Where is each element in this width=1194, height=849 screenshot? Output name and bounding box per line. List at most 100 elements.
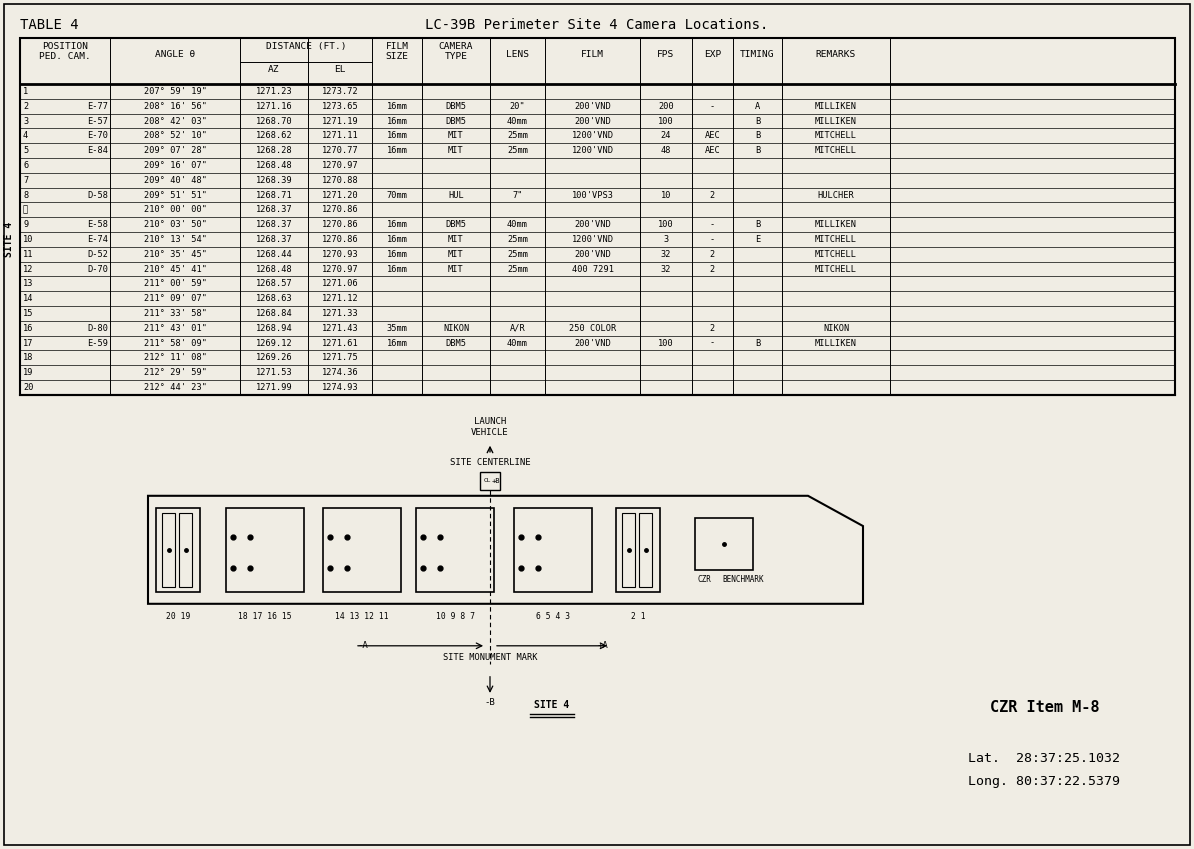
Text: 1269.12: 1269.12 [256, 339, 293, 347]
Text: 212° 11' 08": 212° 11' 08" [143, 353, 207, 363]
Text: 1200'VND: 1200'VND [572, 235, 614, 244]
Text: 1: 1 [23, 87, 29, 96]
Text: 1268.37: 1268.37 [256, 235, 293, 244]
Text: BENCHMARK: BENCHMARK [722, 575, 764, 584]
Text: 10: 10 [23, 235, 33, 244]
Text: E-74: E-74 [87, 235, 107, 244]
Text: 1271.53: 1271.53 [256, 368, 293, 377]
Text: AEC: AEC [704, 132, 720, 140]
Text: D-52: D-52 [87, 250, 107, 259]
Text: NIKON: NIKON [443, 323, 469, 333]
Text: 1269.26: 1269.26 [256, 353, 293, 363]
Text: 10: 10 [660, 190, 671, 200]
Text: SITE 4: SITE 4 [4, 222, 14, 257]
Text: DBM5: DBM5 [445, 339, 467, 347]
Text: -: - [710, 102, 715, 110]
Bar [622, 513, 635, 587]
Text: 8: 8 [23, 190, 29, 200]
Text: 100: 100 [658, 116, 673, 126]
Text: TYPE: TYPE [444, 52, 468, 61]
Text: 208° 42' 03": 208° 42' 03" [143, 116, 207, 126]
Text: 16mm: 16mm [387, 235, 407, 244]
Text: MITCHELL: MITCHELL [816, 250, 857, 259]
Text: MILLIKEN: MILLIKEN [816, 339, 857, 347]
Bar [695, 518, 753, 570]
Text: 1268.70: 1268.70 [256, 116, 293, 126]
Text: 1270.97: 1270.97 [321, 265, 358, 273]
Text: 1268.28: 1268.28 [256, 146, 293, 155]
Text: D-80: D-80 [87, 323, 107, 333]
Text: 200'VND: 200'VND [574, 339, 611, 347]
Bar [513, 508, 592, 592]
Text: TIMING: TIMING [740, 50, 775, 59]
Text: -A: -A [357, 641, 368, 650]
Text: 16mm: 16mm [387, 116, 407, 126]
Text: 1268.48: 1268.48 [256, 161, 293, 170]
Text: 1271.23: 1271.23 [256, 87, 293, 96]
Text: 100: 100 [658, 220, 673, 229]
Text: MIT: MIT [448, 235, 464, 244]
Text: 200'VND: 200'VND [574, 250, 611, 259]
Text: 211° 33' 58": 211° 33' 58" [143, 309, 207, 318]
Text: 25mm: 25mm [507, 146, 528, 155]
Text: 2: 2 [710, 250, 715, 259]
Text: 100'VPS3: 100'VPS3 [572, 190, 614, 200]
Bar [639, 513, 652, 587]
Text: 1268.57: 1268.57 [256, 279, 293, 289]
Text: 211° 58' 09": 211° 58' 09" [143, 339, 207, 347]
Text: 16mm: 16mm [387, 265, 407, 273]
Text: 10 9 8 7: 10 9 8 7 [436, 612, 474, 621]
Text: CL: CL [484, 478, 491, 483]
Bar [226, 508, 304, 592]
Text: B: B [755, 220, 761, 229]
Text: DBM5: DBM5 [445, 116, 467, 126]
Text: SITE MONUMENT MARK: SITE MONUMENT MARK [443, 653, 537, 662]
Text: 7": 7" [512, 190, 523, 200]
Text: SIZE: SIZE [386, 52, 408, 61]
Text: E-77: E-77 [87, 102, 107, 110]
Text: SITE 4: SITE 4 [535, 700, 570, 710]
Text: 1270.88: 1270.88 [321, 176, 358, 185]
Text: E-57: E-57 [87, 116, 107, 126]
Text: +B: +B [492, 478, 500, 484]
Text: +A: +A [597, 641, 608, 650]
Text: 25mm: 25mm [507, 265, 528, 273]
Text: 1268.94: 1268.94 [256, 323, 293, 333]
Text: -: - [710, 235, 715, 244]
Text: 11: 11 [23, 250, 33, 259]
Text: 1270.86: 1270.86 [321, 220, 358, 229]
Text: 16mm: 16mm [387, 132, 407, 140]
Text: E-58: E-58 [87, 220, 107, 229]
Text: 209° 07' 28": 209° 07' 28" [143, 146, 207, 155]
Text: 207° 59' 19": 207° 59' 19" [143, 87, 207, 96]
Text: 100: 100 [658, 339, 673, 347]
Text: E-84: E-84 [87, 146, 107, 155]
Text: FILM: FILM [386, 42, 408, 51]
Text: 1271.43: 1271.43 [321, 323, 358, 333]
Text: 210° 13' 54": 210° 13' 54" [143, 235, 207, 244]
Text: A/R: A/R [510, 323, 525, 333]
Text: 1268.44: 1268.44 [256, 250, 293, 259]
Text: MIT: MIT [448, 265, 464, 273]
Text: 209° 51' 51": 209° 51' 51" [143, 190, 207, 200]
Text: MIT: MIT [448, 132, 464, 140]
Text: TABLE 4: TABLE 4 [20, 18, 79, 32]
Text: 16: 16 [23, 323, 33, 333]
Text: 15: 15 [23, 309, 33, 318]
Bar [616, 508, 660, 592]
Text: 1268.62: 1268.62 [256, 132, 293, 140]
Text: 1271.06: 1271.06 [321, 279, 358, 289]
Text: 1270.93: 1270.93 [321, 250, 358, 259]
Text: 210° 45' 41": 210° 45' 41" [143, 265, 207, 273]
Text: Long. 80:37:22.5379: Long. 80:37:22.5379 [968, 775, 1120, 788]
Text: HULCHER: HULCHER [818, 190, 855, 200]
Text: AEC: AEC [704, 146, 720, 155]
Text: 16mm: 16mm [387, 146, 407, 155]
Text: 2: 2 [710, 323, 715, 333]
Text: 1268.37: 1268.37 [256, 205, 293, 214]
Text: 16mm: 16mm [387, 250, 407, 259]
Text: 1271.19: 1271.19 [321, 116, 358, 126]
Text: 40mm: 40mm [507, 339, 528, 347]
Text: ANGLE θ: ANGLE θ [155, 50, 195, 59]
Text: 12: 12 [23, 265, 33, 273]
